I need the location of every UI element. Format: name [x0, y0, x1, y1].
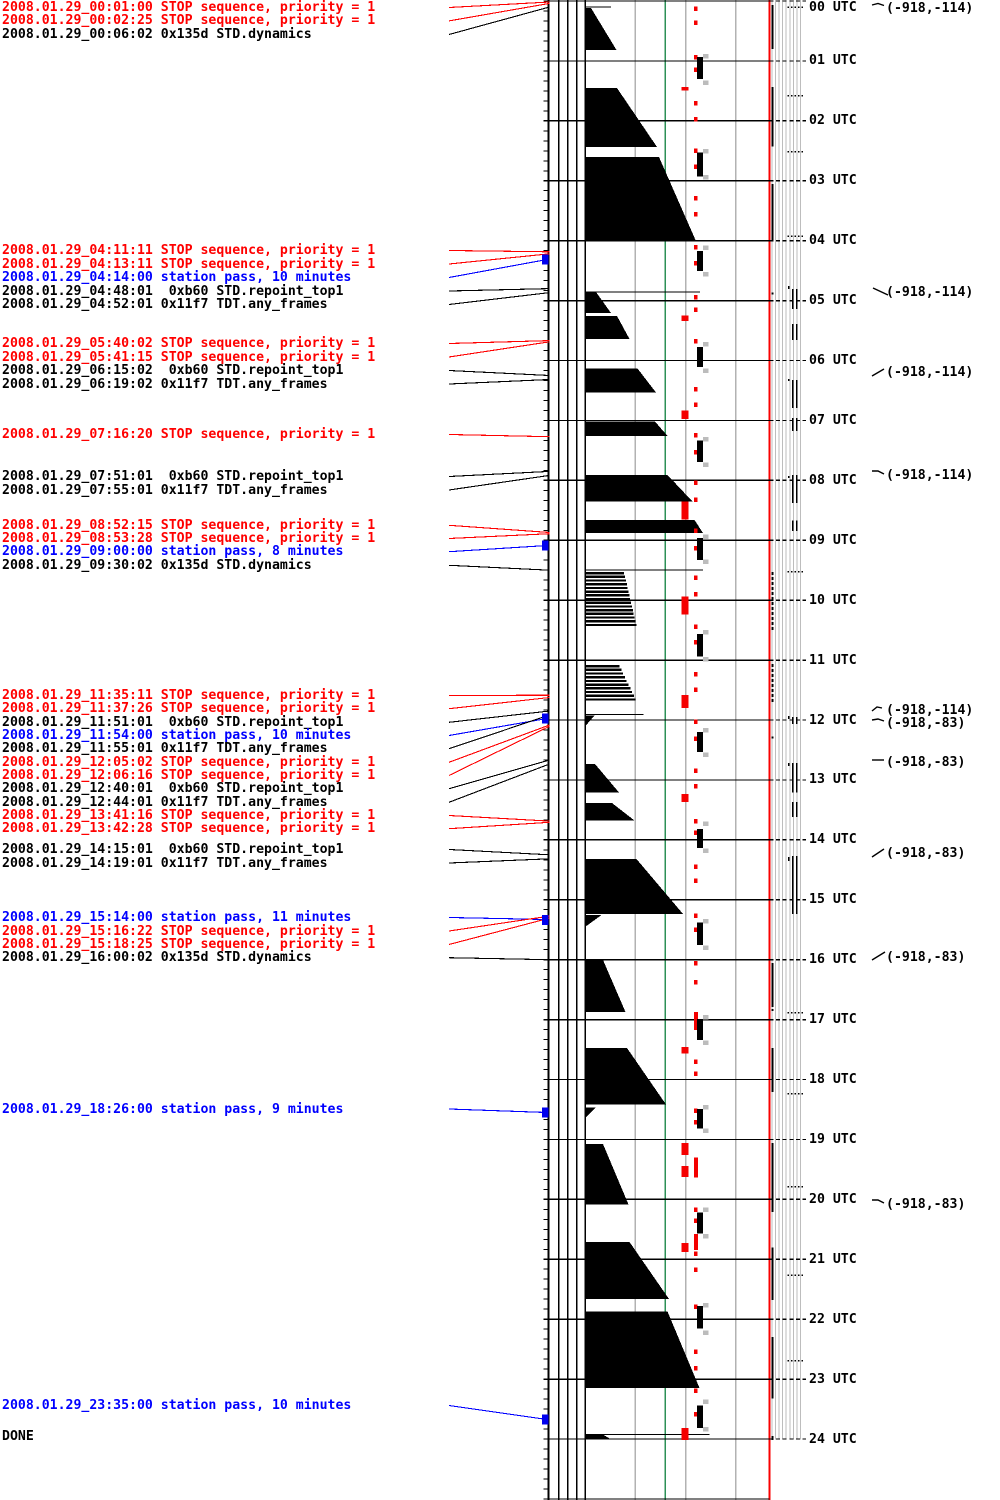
hour-label: 14 UTC	[809, 832, 857, 848]
annotation-row: 2008.01.29_15:14:00 station pass, 11 min…	[2, 910, 352, 925]
pointing-label: (-918,-114)	[886, 364, 974, 380]
orbit-strip-overlays	[771, 5, 804, 1440]
annotation-row: 2008.01.29_15:18:25 STOP sequence, prior…	[2, 937, 376, 952]
hour-label: 06 UTC	[809, 353, 857, 368]
done-label: DONE	[2, 1429, 34, 1444]
annotation-row: 2008.01.29_11:37:26 STOP sequence, prior…	[2, 701, 376, 717]
annotation-row: 2008.01.29_04:48:01 0xb60 STD.repoint_to…	[2, 283, 344, 299]
hour-label: 24 UTC	[809, 1431, 857, 1447]
pointing-label: (-918,-83)	[886, 754, 966, 770]
annotation-row: 2008.01.29_08:52:15 STOP sequence, prior…	[2, 517, 376, 533]
annotation-row: 2008.01.29_11:54:00 station pass, 10 min…	[2, 728, 352, 743]
hour-label: 07 UTC	[809, 412, 857, 428]
hour-label: 15 UTC	[809, 892, 857, 908]
annotation-row: 2008.01.29_23:35:00 station pass, 10 min…	[2, 1398, 352, 1413]
annotation-row: 2008.01.29_00:02:25 STOP sequence, prior…	[2, 13, 376, 29]
annotation-row: 2008.01.29_16:00:02 0x135d STD.dynamics	[2, 950, 312, 966]
hour-label: 17 UTC	[809, 1012, 857, 1028]
hour-label: 22 UTC	[809, 1311, 857, 1327]
annotation-row: 2008.01.29_12:40:01 0xb60 STD.repoint_to…	[2, 781, 344, 797]
annotation-row: 2008.01.29_11:51:01 0xb60 STD.repoint_to…	[2, 714, 344, 730]
annotation-row: 2008.01.29_09:00:00 station pass, 8 minu…	[2, 544, 344, 560]
annotation-row: 2008.01.29_04:14:00 station pass, 10 min…	[2, 270, 352, 285]
hour-label: 20 UTC	[809, 1191, 857, 1207]
annotation-row: 2008.01.29_14:19:01 0x11f7 TDT.any_frame…	[2, 855, 328, 871]
hour-label: 10 UTC	[809, 592, 857, 608]
annotation-row: 2008.01.29_05:41:15 STOP sequence, prior…	[2, 349, 376, 365]
hour-label: 19 UTC	[809, 1131, 857, 1147]
annotation-row: 2008.01.29_00:01:00 STOP sequence, prior…	[2, 0, 376, 15]
pointing-label: (-918,-114)	[886, 1, 974, 16]
hour-label: 01 UTC	[809, 53, 857, 69]
pointing-label: (-918,-83)	[886, 1196, 966, 1212]
pointing-label: (-918,-83)	[886, 846, 966, 861]
hour-label: 02 UTC	[809, 113, 857, 129]
annotation-row: 2008.01.29_07:55:01 0x11f7 TDT.any_frame…	[2, 482, 328, 498]
annotation-row: 2008.01.29_14:15:01 0xb60 STD.repoint_to…	[2, 842, 344, 857]
annotation-row: 2008.01.29_04:52:01 0x11f7 TDT.any_frame…	[2, 297, 328, 312]
annotation-row: 2008.01.29_18:26:00 station pass, 9 minu…	[2, 1101, 344, 1117]
hour-label: 13 UTC	[809, 772, 857, 788]
annotation-row: 2008.01.29_12:06:16 STOP sequence, prior…	[2, 768, 376, 783]
pointing-label: (-918,-114)	[886, 284, 974, 300]
annotation-row: 2008.01.29_00:06:02 0x135d STD.dynamics	[2, 27, 312, 42]
annotation-row: 2008.01.29_11:55:01 0x11f7 TDT.any_frame…	[2, 741, 328, 757]
time-axis-ticks	[543, 10, 549, 1490]
annotation-row: 2008.01.29_06:19:02 0x11f7 TDT.any_frame…	[2, 376, 328, 392]
annotation-row: 2008.01.29_08:53:28 STOP sequence, prior…	[2, 531, 376, 546]
hour-label: 11 UTC	[809, 652, 857, 668]
annotation-row: 2008.01.29_13:41:16 STOP sequence, prior…	[2, 808, 376, 823]
hour-label: 09 UTC	[809, 532, 857, 548]
annotation-row: 2008.01.29_04:11:11 STOP sequence, prior…	[2, 243, 376, 258]
annotation-row: 2008.01.29_15:16:22 STOP sequence, prior…	[2, 923, 376, 939]
recorder-fill-polygons	[585, 6, 710, 1439]
hour-label: 23 UTC	[809, 1371, 857, 1387]
pointing-label-leaders	[871, 2, 889, 1204]
annotation-row: 2008.01.29_04:13:11 STOP sequence, prior…	[2, 256, 376, 272]
annotation-row: 2008.01.29_05:40:02 STOP sequence, prior…	[2, 336, 376, 351]
hour-label: 04 UTC	[809, 233, 857, 249]
annotation-row: 2008.01.29_12:05:02 STOP sequence, prior…	[2, 754, 376, 770]
hour-label: 00 UTC	[809, 0, 857, 15]
hour-label: 05 UTC	[809, 293, 857, 309]
annotation-leader-lines	[448, 1, 550, 1421]
hour-label: 21 UTC	[809, 1251, 857, 1267]
pointing-label: (-918,-83)	[886, 950, 966, 965]
hour-label: 16 UTC	[809, 952, 857, 968]
hour-label: 12 UTC	[809, 712, 857, 728]
pointing-label: (-918,-114)	[886, 702, 974, 718]
pointing-label: (-918,-83)	[886, 715, 966, 731]
annotation-row: 2008.01.29_07:51:01 0xb60 STD.repoint_to…	[2, 469, 344, 484]
pointing-label: (-918,-114)	[886, 467, 974, 483]
hour-label: 18 UTC	[809, 1072, 857, 1087]
annotation-row: 2008.01.29_09:30:02 0x135d STD.dynamics	[2, 557, 312, 573]
hour-label: 08 UTC	[809, 472, 857, 488]
annotation-row: 2008.01.29_06:15:02 0xb60 STD.repoint_to…	[2, 363, 344, 378]
annotation-row: 2008.01.29_11:35:11 STOP sequence, prior…	[2, 688, 376, 703]
annotation-row: 2008.01.29_07:16:20 STOP sequence, prior…	[2, 427, 376, 442]
annotation-row: 2008.01.29_12:44:01 0x11f7 TDT.any_frame…	[2, 794, 328, 810]
event-mark-columns	[542, 6, 709, 1440]
hour-label: 03 UTC	[809, 173, 857, 189]
hour-lines	[543, 0, 806, 1500]
annotation-row: 2008.01.29_13:42:28 STOP sequence, prior…	[2, 821, 376, 837]
